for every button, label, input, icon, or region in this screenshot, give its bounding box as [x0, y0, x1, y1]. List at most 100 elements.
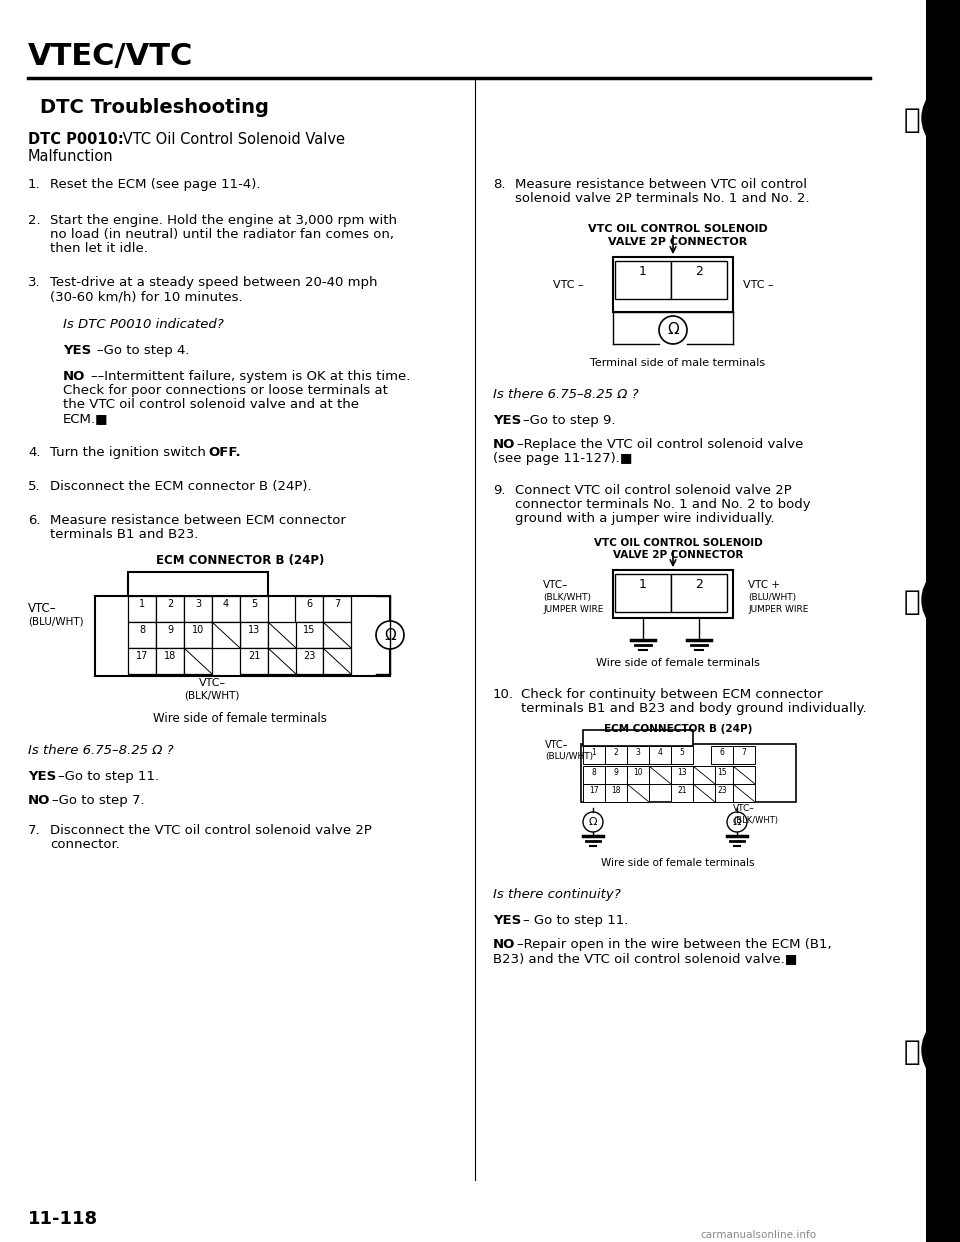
Text: 8: 8 — [139, 625, 145, 635]
Bar — [268, 622, 296, 648]
Text: YES: YES — [493, 414, 521, 427]
Text: Test-drive at a steady speed between 20-40 mph: Test-drive at a steady speed between 20-… — [50, 276, 377, 289]
Text: Wire side of female terminals: Wire side of female terminals — [601, 858, 755, 868]
Bar — [323, 648, 351, 674]
Bar — [605, 784, 627, 802]
Bar — [128, 596, 156, 622]
Text: 3: 3 — [195, 599, 201, 609]
Bar — [295, 648, 323, 674]
Circle shape — [727, 812, 747, 832]
Text: 21: 21 — [248, 651, 260, 661]
Text: 1.: 1. — [28, 178, 40, 191]
Circle shape — [922, 82, 960, 154]
Text: 23: 23 — [717, 786, 727, 795]
Bar — [240, 596, 268, 622]
Bar — [323, 596, 351, 622]
Text: connector.: connector. — [50, 838, 120, 851]
Text: Is there 6.75–8.25 Ω ?: Is there 6.75–8.25 Ω ? — [493, 388, 638, 401]
Text: JUMPER WIRE: JUMPER WIRE — [748, 605, 808, 614]
Text: Reset the ECM (see page 11-4).: Reset the ECM (see page 11-4). — [50, 178, 260, 191]
Bar — [156, 596, 184, 622]
Bar — [613, 257, 733, 312]
Text: –Go to step 7.: –Go to step 7. — [52, 794, 145, 807]
Text: 7: 7 — [334, 599, 340, 609]
Text: Connect VTC oil control solenoid valve 2P: Connect VTC oil control solenoid valve 2… — [515, 484, 792, 497]
Text: terminals B1 and B23 and body ground individually.: terminals B1 and B23 and body ground ind… — [521, 702, 867, 715]
Text: terminals B1 and B23.: terminals B1 and B23. — [50, 528, 199, 542]
Bar — [184, 648, 212, 674]
Text: 4.: 4. — [28, 446, 40, 460]
Text: 6: 6 — [720, 748, 725, 758]
Text: 9: 9 — [167, 625, 173, 635]
Bar — [711, 746, 733, 764]
Bar — [583, 730, 693, 746]
Text: 6: 6 — [306, 599, 312, 609]
Bar — [671, 766, 693, 784]
Text: YES: YES — [493, 914, 521, 927]
Text: VTC–: VTC– — [199, 678, 226, 688]
Text: VTC –: VTC – — [743, 279, 774, 289]
Text: Ω: Ω — [732, 817, 741, 827]
Bar — [733, 746, 755, 764]
Bar — [156, 622, 184, 648]
Text: 18: 18 — [612, 786, 621, 795]
Circle shape — [922, 564, 960, 636]
Bar — [184, 596, 212, 622]
Text: Is DTC P0010 indicated?: Is DTC P0010 indicated? — [63, 318, 224, 332]
Text: 2: 2 — [613, 748, 618, 758]
Text: 13: 13 — [677, 768, 686, 777]
Text: NO: NO — [493, 938, 516, 951]
Text: 11-118: 11-118 — [28, 1210, 98, 1228]
Bar — [627, 746, 649, 764]
Text: B23) and the VTC oil control solenoid valve.■: B23) and the VTC oil control solenoid va… — [493, 953, 797, 965]
Text: YES: YES — [63, 344, 91, 356]
Text: 1: 1 — [591, 748, 596, 758]
Text: the VTC oil control solenoid valve and at the: the VTC oil control solenoid valve and a… — [63, 397, 359, 411]
Text: 2: 2 — [695, 265, 703, 278]
Bar — [671, 746, 693, 764]
Bar — [184, 622, 212, 648]
Bar — [212, 596, 240, 622]
Bar — [926, 0, 960, 1242]
Text: solenoid valve 2P terminals No. 1 and No. 2.: solenoid valve 2P terminals No. 1 and No… — [515, 193, 809, 205]
Text: (BLU/WHT): (BLU/WHT) — [545, 751, 593, 761]
Circle shape — [583, 812, 603, 832]
Text: 17: 17 — [135, 651, 148, 661]
Text: NO: NO — [493, 438, 516, 451]
Text: NO: NO — [63, 370, 85, 383]
Bar — [693, 784, 715, 802]
Text: 4: 4 — [658, 748, 662, 758]
Text: ⮨: ⮨ — [903, 587, 921, 616]
Text: VTC Oil Control Solenoid Valve: VTC Oil Control Solenoid Valve — [118, 132, 345, 147]
Text: VTC–: VTC– — [545, 740, 568, 750]
Text: –Replace the VTC oil control solenoid valve: –Replace the VTC oil control solenoid va… — [517, 438, 804, 451]
Bar — [649, 766, 671, 784]
Text: no load (in neutral) until the radiator fan comes on,: no load (in neutral) until the radiator … — [50, 229, 394, 241]
Text: 15: 15 — [302, 625, 315, 635]
Text: YES: YES — [28, 770, 57, 782]
Text: 5: 5 — [680, 748, 684, 758]
Bar — [627, 766, 649, 784]
Text: 1: 1 — [639, 578, 647, 591]
Bar — [240, 622, 268, 648]
Text: 7.: 7. — [28, 823, 40, 837]
Text: (30-60 km/h) for 10 minutes.: (30-60 km/h) for 10 minutes. — [50, 289, 243, 303]
Text: Malfunction: Malfunction — [28, 149, 113, 164]
Text: ––Intermittent failure, system is OK at this time.: ––Intermittent failure, system is OK at … — [91, 370, 410, 383]
Text: 10: 10 — [192, 625, 204, 635]
Text: Turn the ignition switch: Turn the ignition switch — [50, 446, 210, 460]
Text: VTC OIL CONTROL SOLENOID: VTC OIL CONTROL SOLENOID — [588, 224, 768, 233]
Bar — [733, 784, 755, 802]
Text: ⮨: ⮨ — [903, 1038, 921, 1066]
Text: Measure resistance between VTC oil control: Measure resistance between VTC oil contr… — [515, 178, 807, 191]
Text: 18: 18 — [164, 651, 176, 661]
Text: 7: 7 — [741, 748, 747, 758]
Text: 5: 5 — [251, 599, 257, 609]
Bar — [649, 746, 671, 764]
Text: 21: 21 — [677, 786, 686, 795]
Bar — [212, 622, 240, 648]
Text: carmanualsonline.info: carmanualsonline.info — [700, 1230, 816, 1240]
Bar — [128, 648, 156, 674]
Text: 9.: 9. — [493, 484, 506, 497]
Text: VALVE 2P CONNECTOR: VALVE 2P CONNECTOR — [612, 550, 743, 560]
